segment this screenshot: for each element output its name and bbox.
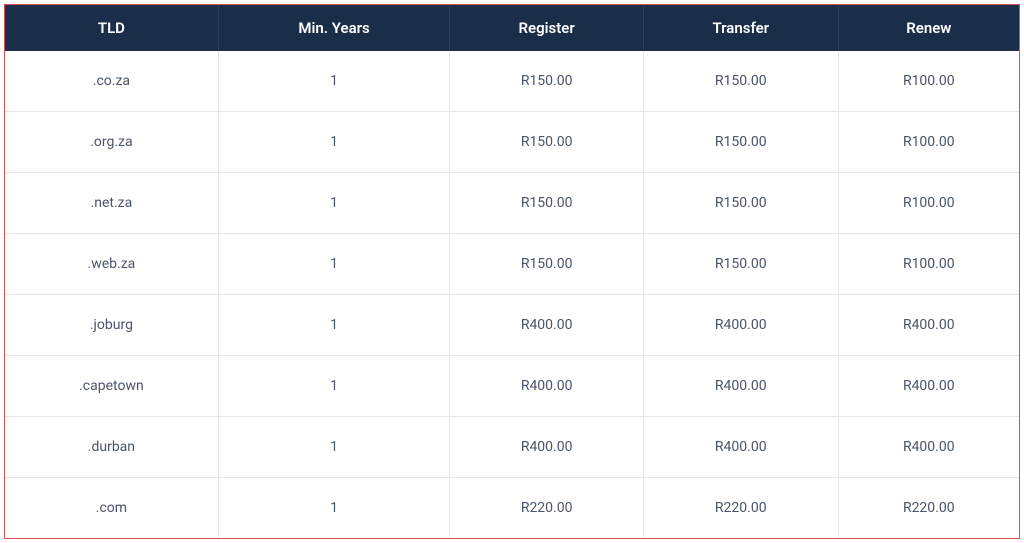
cell-min-years: 1 bbox=[218, 478, 450, 539]
cell-register: R150.00 bbox=[450, 51, 644, 112]
cell-transfer: R150.00 bbox=[643, 112, 838, 173]
cell-renew: R400.00 bbox=[838, 417, 1019, 478]
table-row: .joburg 1 R400.00 R400.00 R400.00 bbox=[5, 295, 1019, 356]
cell-transfer: R150.00 bbox=[643, 173, 838, 234]
col-header-transfer: Transfer bbox=[643, 5, 838, 51]
cell-register: R400.00 bbox=[450, 295, 644, 356]
cell-tld: .capetown bbox=[5, 356, 218, 417]
cell-min-years: 1 bbox=[218, 417, 450, 478]
table-row: .capetown 1 R400.00 R400.00 R400.00 bbox=[5, 356, 1019, 417]
cell-renew: R100.00 bbox=[838, 173, 1019, 234]
cell-tld: .durban bbox=[5, 417, 218, 478]
cell-tld: .co.za bbox=[5, 51, 218, 112]
pricing-table-wrapper: TLD Min. Years Register Transfer Renew .… bbox=[4, 4, 1020, 539]
pricing-table: TLD Min. Years Register Transfer Renew .… bbox=[5, 5, 1019, 538]
col-header-renew: Renew bbox=[838, 5, 1019, 51]
table-row: .com 1 R220.00 R220.00 R220.00 bbox=[5, 478, 1019, 539]
cell-register: R220.00 bbox=[450, 478, 644, 539]
table-row: .durban 1 R400.00 R400.00 R400.00 bbox=[5, 417, 1019, 478]
cell-transfer: R400.00 bbox=[643, 295, 838, 356]
col-header-register: Register bbox=[450, 5, 644, 51]
cell-min-years: 1 bbox=[218, 356, 450, 417]
cell-min-years: 1 bbox=[218, 51, 450, 112]
cell-renew: R100.00 bbox=[838, 51, 1019, 112]
header-row: TLD Min. Years Register Transfer Renew bbox=[5, 5, 1019, 51]
cell-transfer: R400.00 bbox=[643, 356, 838, 417]
cell-min-years: 1 bbox=[218, 234, 450, 295]
cell-renew: R100.00 bbox=[838, 234, 1019, 295]
cell-renew: R100.00 bbox=[838, 112, 1019, 173]
cell-tld: .net.za bbox=[5, 173, 218, 234]
cell-min-years: 1 bbox=[218, 173, 450, 234]
cell-register: R400.00 bbox=[450, 417, 644, 478]
table-row: .org.za 1 R150.00 R150.00 R100.00 bbox=[5, 112, 1019, 173]
col-header-min-years: Min. Years bbox=[218, 5, 450, 51]
table-header: TLD Min. Years Register Transfer Renew bbox=[5, 5, 1019, 51]
cell-register: R400.00 bbox=[450, 356, 644, 417]
cell-tld: .joburg bbox=[5, 295, 218, 356]
cell-min-years: 1 bbox=[218, 295, 450, 356]
table-row: .co.za 1 R150.00 R150.00 R100.00 bbox=[5, 51, 1019, 112]
table-body: .co.za 1 R150.00 R150.00 R100.00 .org.za… bbox=[5, 51, 1019, 538]
table-row: .web.za 1 R150.00 R150.00 R100.00 bbox=[5, 234, 1019, 295]
cell-transfer: R150.00 bbox=[643, 234, 838, 295]
cell-register: R150.00 bbox=[450, 112, 644, 173]
cell-transfer: R400.00 bbox=[643, 417, 838, 478]
cell-renew: R220.00 bbox=[838, 478, 1019, 539]
cell-register: R150.00 bbox=[450, 234, 644, 295]
cell-register: R150.00 bbox=[450, 173, 644, 234]
cell-tld: .com bbox=[5, 478, 218, 539]
table-row: .net.za 1 R150.00 R150.00 R100.00 bbox=[5, 173, 1019, 234]
cell-transfer: R150.00 bbox=[643, 51, 838, 112]
cell-renew: R400.00 bbox=[838, 295, 1019, 356]
col-header-tld: TLD bbox=[5, 5, 218, 51]
cell-tld: .org.za bbox=[5, 112, 218, 173]
cell-renew: R400.00 bbox=[838, 356, 1019, 417]
cell-min-years: 1 bbox=[218, 112, 450, 173]
cell-tld: .web.za bbox=[5, 234, 218, 295]
cell-transfer: R220.00 bbox=[643, 478, 838, 539]
